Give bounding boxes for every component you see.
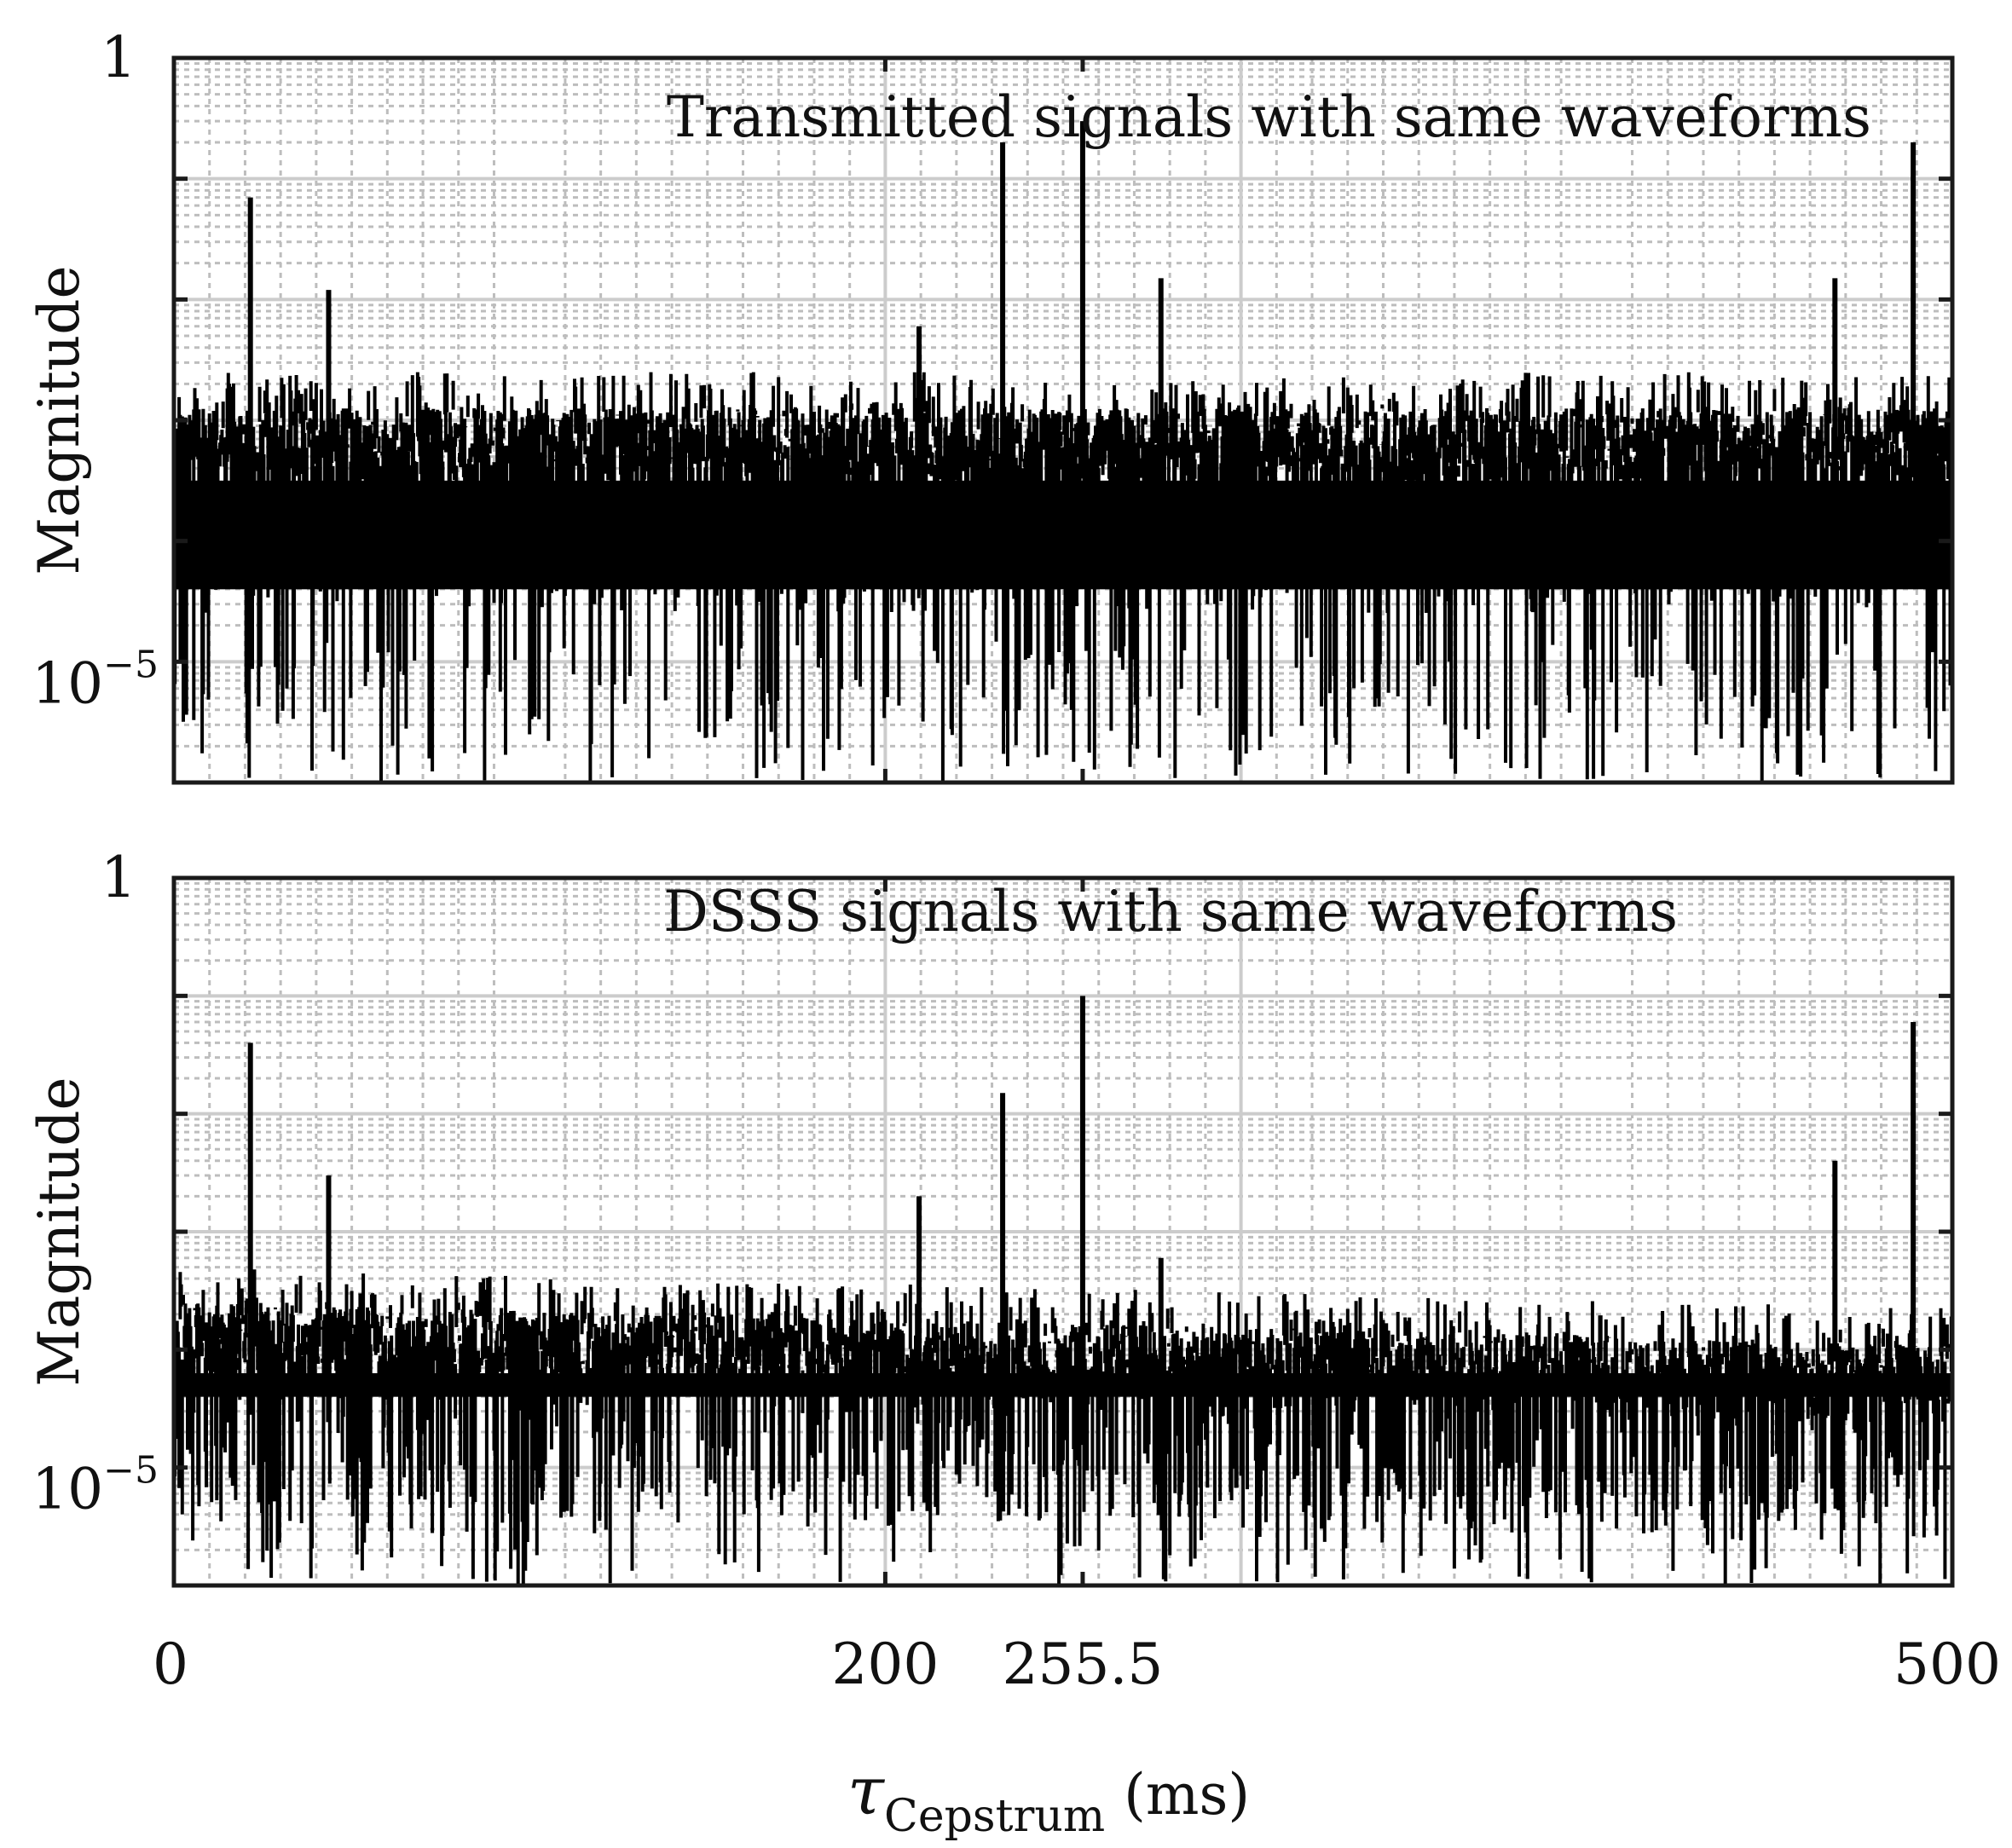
top-panel: Transmitted signals with same waveforms … xyxy=(26,25,1955,785)
bottom-panel-ytick-1: 1 xyxy=(101,845,136,910)
x-tick-label-200: 200 xyxy=(831,1631,939,1697)
top-panel-ytick-exp: −5 xyxy=(103,643,159,686)
top-panel-ylabel: Magnitude xyxy=(26,265,92,575)
top-panel-title: Transmitted signals with same waveforms xyxy=(667,84,1871,150)
x-axis-label: τCepstrum (ms) xyxy=(847,1753,1250,1842)
top-panel-ytick-1e-5: 10−5 xyxy=(32,643,159,716)
x-tick-labels: 0 200 255.5 500 xyxy=(153,1631,2001,1697)
x-tick-label-255-5: 255.5 xyxy=(1002,1631,1163,1697)
bottom-panel-series xyxy=(172,996,1954,1585)
bottom-panel-ticks xyxy=(171,878,1955,1585)
x-tick-label-0: 0 xyxy=(153,1631,188,1697)
bottom-panel-title: DSSS signals with same waveforms xyxy=(663,879,1678,944)
top-panel-series xyxy=(172,121,1954,783)
top-panel-ticks xyxy=(171,58,1955,783)
x-tick-label-500: 500 xyxy=(1893,1631,2001,1697)
bottom-panel-ytick-1e-5: 10−5 xyxy=(32,1449,159,1522)
x-axis-label-unit: (ms) xyxy=(1124,1762,1250,1828)
bottom-panel-ylabel: Magnitude xyxy=(26,1077,92,1386)
top-panel-ytick-1: 1 xyxy=(101,25,136,90)
x-axis-label-symbol: τ xyxy=(847,1753,886,1830)
bottom-panel-ytick-exp: −5 xyxy=(103,1449,159,1493)
bottom-panel-ytick-base: 10 xyxy=(32,1457,103,1522)
bottom-panel: DSSS signals with same waveforms Magnitu… xyxy=(26,845,1955,1588)
x-axis-label-subscript: Cepstrum xyxy=(884,1791,1105,1842)
top-panel-ytick-base: 10 xyxy=(32,650,103,716)
